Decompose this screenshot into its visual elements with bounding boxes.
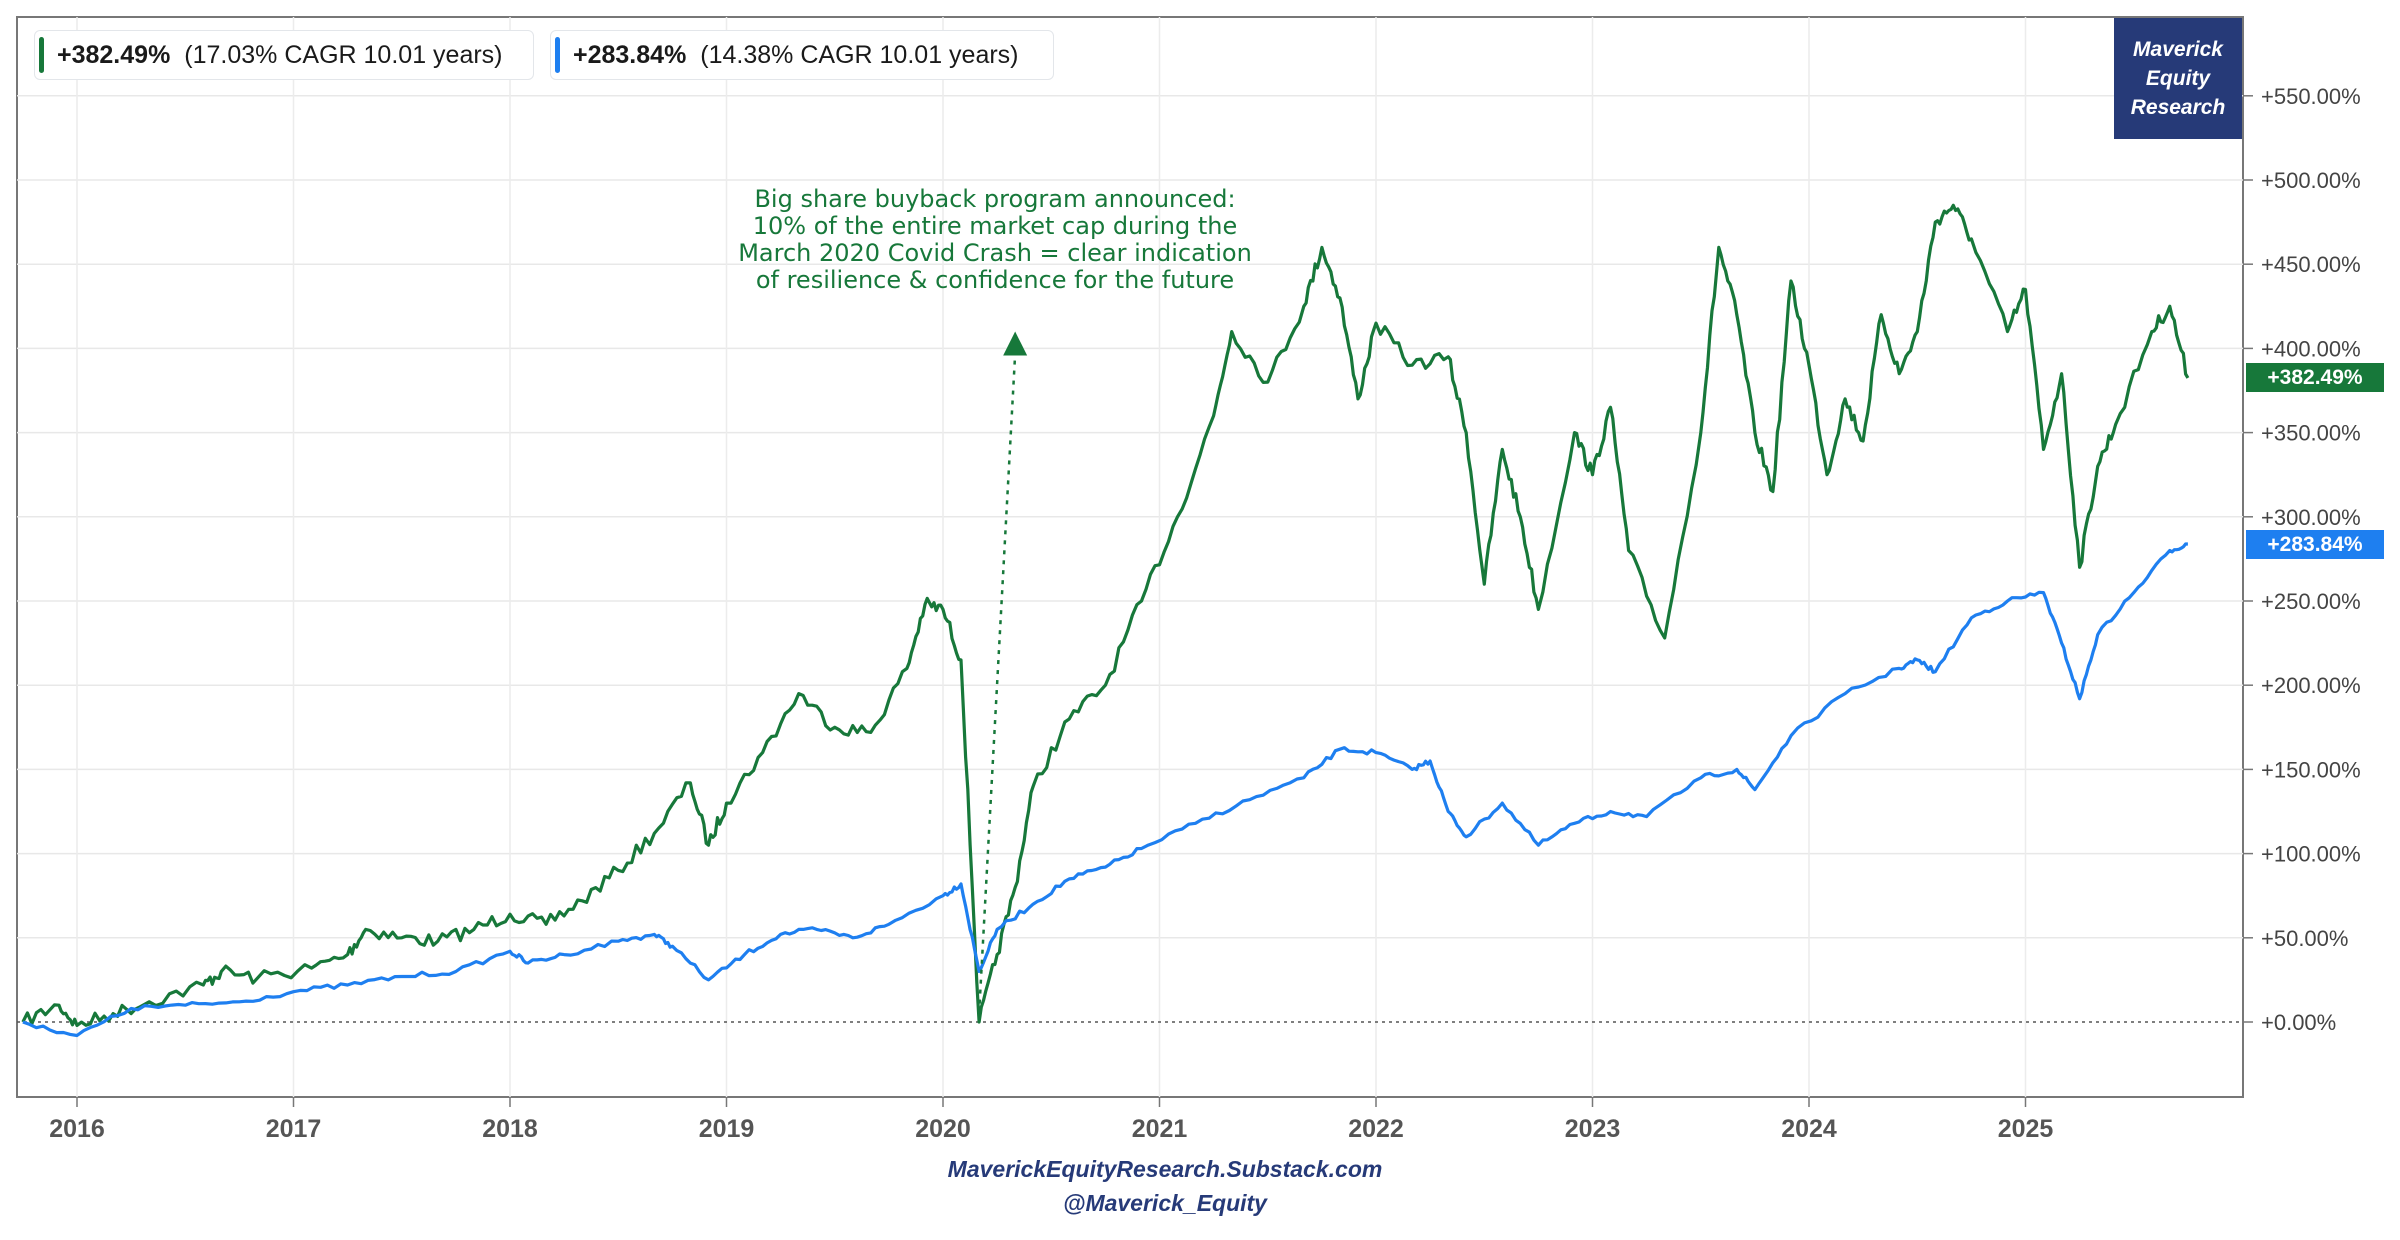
series-line-green — [21, 203, 2190, 1027]
annotation-line: 10% of the entire market cap during the — [752, 212, 1238, 240]
legend-desc: (17.03% CAGR 10.01 years) — [184, 40, 503, 69]
plot-area — [16, 16, 2244, 1098]
y-tick-label: +250.00% — [2261, 589, 2361, 614]
y-tick-label: +0.00% — [2261, 1010, 2336, 1035]
x-tick-label: 2017 — [266, 1115, 322, 1143]
x-tick-label: 2022 — [1348, 1115, 1404, 1143]
annotation-line: of resilience & confidence for the futur… — [755, 266, 1235, 294]
grid — [17, 17, 2243, 1097]
y-tick-label: +500.00% — [2261, 168, 2361, 193]
brand-line: Equity — [2145, 67, 2211, 90]
annotation-line: March 2020 Covid Crash = clear indicatio… — [738, 239, 1252, 267]
last-value-tag-blue: +283.84% — [2246, 530, 2384, 559]
x-tick-label: 2019 — [699, 1115, 755, 1143]
legend-pct: +283.84% — [573, 40, 687, 69]
legend-pct: +382.49% — [57, 40, 171, 69]
x-tick-label: 2020 — [915, 1115, 971, 1143]
x-tick-label: 2016 — [49, 1115, 105, 1143]
annotation-arrow-shaft — [977, 353, 1017, 1014]
last-value-tag-green: +382.49% — [2246, 363, 2384, 392]
y-tick-label: +50.00% — [2261, 926, 2348, 951]
y-axis: +0.00% +50.00% +100.00% +150.00% +200.00% +25… — [2243, 84, 2361, 1035]
x-axis: 2016 2017 2018 2019 2020 2021 2022 2023 2024 2025 — [49, 1097, 2053, 1143]
annotation-arrow-head — [1003, 331, 1028, 356]
legend-item-green: +382.49% (17.03% CAGR 10.01 years) — [34, 30, 534, 80]
footer-website: MaverickEquityResearch.Substack.com — [947, 1156, 1383, 1182]
y-tick-label: +450.00% — [2261, 252, 2361, 277]
legend-swatch-green — [39, 37, 44, 73]
x-tick-label: 2023 — [1565, 1115, 1621, 1143]
series-lines — [21, 203, 2190, 1038]
x-tick-label: 2025 — [1998, 1115, 2054, 1143]
y-tick-label: +350.00% — [2261, 421, 2361, 446]
footer-handle: @Maverick_Equity — [1063, 1190, 1267, 1216]
brand-logo: Maverick Equity Research — [2114, 18, 2242, 139]
y-tick-label: +150.00% — [2261, 757, 2361, 782]
series-line-blue — [22, 542, 2188, 1038]
x-tick-label: 2018 — [482, 1115, 538, 1143]
y-tick-label: +100.00% — [2261, 842, 2361, 867]
legend-item-blue: +283.84% (14.38% CAGR 10.01 years) — [550, 30, 1054, 80]
y-tick-label: +400.00% — [2261, 336, 2361, 361]
brand-line: Research — [2130, 96, 2226, 119]
brand-line: Maverick — [2133, 38, 2223, 61]
legend-swatch-blue — [555, 37, 560, 73]
y-tick-label: +300.00% — [2261, 505, 2361, 530]
annotation-text: Big share buyback program announced: 10%… — [700, 186, 1290, 294]
y-tick-label: +200.00% — [2261, 673, 2361, 698]
x-tick-label: 2021 — [1132, 1115, 1188, 1143]
legend-desc: (14.38% CAGR 10.01 years) — [700, 40, 1019, 69]
y-tick-label: +550.00% — [2261, 84, 2361, 109]
x-tick-label: 2024 — [1781, 1115, 1837, 1143]
annotation-arrow — [977, 331, 1028, 1014]
annotation-line: Big share buyback program announced: — [754, 185, 1236, 213]
